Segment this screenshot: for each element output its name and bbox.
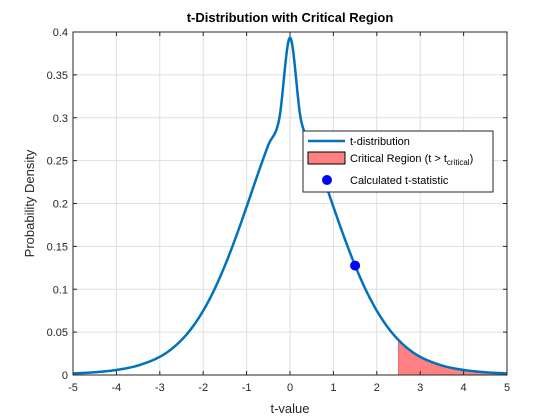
critical-region-layer <box>398 339 508 376</box>
legend-label-area-main: Critical Region (t > t <box>350 153 447 165</box>
y-tick-label: 0.35 <box>47 70 68 82</box>
y-tick-label: 0.05 <box>47 327 68 339</box>
t-statistic-point <box>350 260 361 271</box>
t-statistic-layer <box>350 260 361 271</box>
x-tick-label: -5 <box>68 382 78 394</box>
x-tick-label: -1 <box>242 382 252 394</box>
x-tick-label: 5 <box>504 382 510 394</box>
x-tick-label: 4 <box>461 382 467 394</box>
y-axis-label: Probability Density <box>22 149 37 257</box>
x-axis-label: t-value <box>270 401 309 416</box>
legend-label-area-sub: critical <box>447 158 470 167</box>
legend-label-area-suffix: ) <box>470 153 474 165</box>
legend: t-distribution Critical Region (t > tcri… <box>302 130 494 193</box>
chart-title: t-Distribution with Critical Region <box>187 10 394 25</box>
y-tick-label: 0.3 <box>53 113 68 125</box>
legend-label-line: t-distribution <box>350 136 410 148</box>
t-distribution-layer <box>72 36 508 375</box>
x-tick-label: -4 <box>112 382 122 394</box>
y-tick-label: 0.15 <box>47 241 68 253</box>
x-tick-label: 3 <box>417 382 423 394</box>
y-tick-label: 0.4 <box>53 27 68 39</box>
x-axis: -5 -4 -3 -2 -1 0 1 2 3 4 5 <box>68 32 510 394</box>
y-tick-label: 0.25 <box>47 156 68 168</box>
t-distribution-line <box>72 36 508 375</box>
y-axis: 0 0.05 0.1 0.15 0.2 0.25 0.3 0.35 0.4 <box>47 27 507 382</box>
legend-swatch-point <box>322 175 332 185</box>
x-tick-label: -2 <box>198 382 208 394</box>
x-tick-label: 2 <box>374 382 380 394</box>
x-tick-label: -3 <box>155 382 165 394</box>
critical-region-area <box>398 339 508 376</box>
y-tick-label: 0.1 <box>53 284 68 296</box>
x-tick-label: 1 <box>330 382 336 394</box>
legend-label-point: Calculated t-statistic <box>350 175 449 187</box>
grid <box>72 31 508 376</box>
legend-swatch-area <box>307 151 346 165</box>
y-tick-label: 0 <box>62 370 68 382</box>
x-tick-label: 0 <box>287 382 293 394</box>
legend-label-area: Critical Region (t > tcritical) <box>350 153 473 167</box>
y-tick-label: 0.2 <box>53 199 68 211</box>
